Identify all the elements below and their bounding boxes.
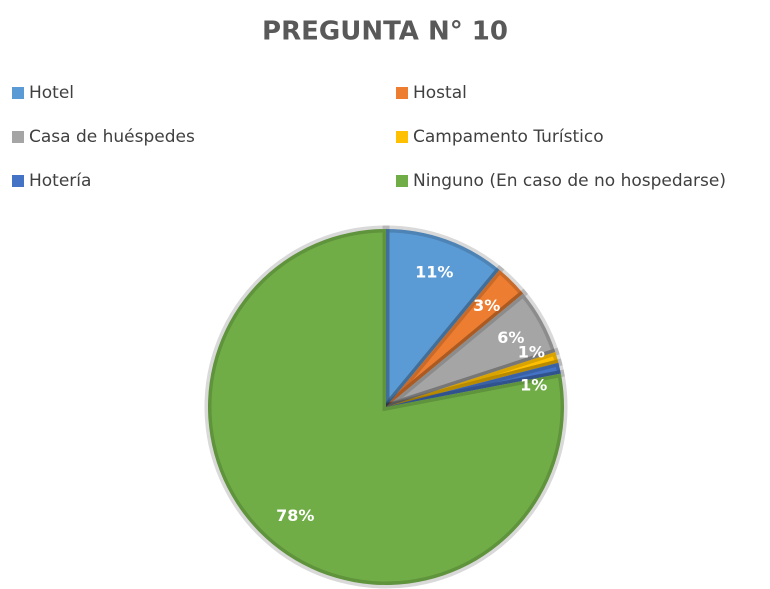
chart-title: PREGUNTA N° 10 [262, 17, 508, 47]
legend-label: Ninguno (En caso de no hospedarse) [413, 171, 726, 191]
pie-slice [383, 288, 560, 411]
pie-slice [204, 225, 568, 589]
data-label: 6% [497, 328, 524, 347]
legend-swatch [12, 87, 24, 99]
pie-slice [383, 264, 529, 410]
data-label: 78% [276, 506, 314, 525]
data-label: 3% [473, 296, 500, 315]
legend-label: Hostal [413, 83, 467, 103]
legend-swatch [396, 175, 408, 187]
legend-label: Hotería [29, 171, 91, 191]
legend-swatch [396, 87, 408, 99]
pie-slice [382, 225, 505, 417]
legend-label: Casa de huéspedes [29, 127, 195, 147]
legend-label: Campamento Turístico [413, 127, 604, 147]
data-label: 1% [518, 342, 545, 361]
data-label: 11% [415, 263, 453, 282]
legend-swatch [12, 175, 24, 187]
legend-label: Hotel [29, 83, 74, 103]
legend-swatch [396, 131, 408, 143]
pie-slice [384, 347, 563, 411]
pie-slice [385, 358, 565, 411]
legend-swatch [12, 131, 24, 143]
data-label: 1% [520, 375, 547, 394]
